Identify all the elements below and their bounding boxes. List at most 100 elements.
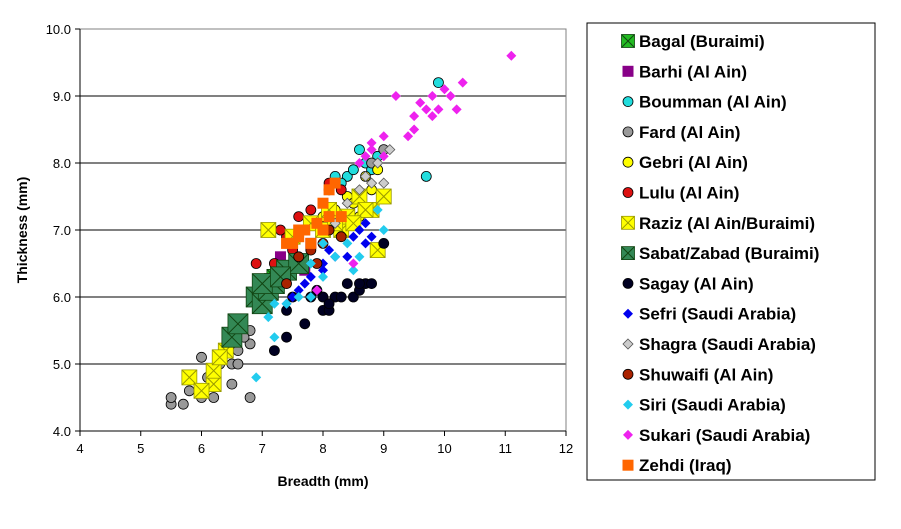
data-point — [205, 362, 222, 379]
legend-box — [586, 22, 876, 481]
data-point — [269, 332, 280, 343]
data-point — [342, 238, 353, 249]
data-point — [181, 369, 198, 386]
data-point — [335, 211, 347, 223]
legend-label: Boumman (Al Ain) — [639, 93, 787, 112]
data-point — [335, 231, 347, 243]
data-point — [183, 385, 195, 397]
data-point — [354, 158, 365, 168]
data-point — [354, 278, 365, 290]
data-point — [323, 298, 335, 310]
legend-label: Lulu (Al Ain) — [639, 184, 739, 203]
data-point — [360, 218, 371, 229]
data-point — [345, 215, 362, 232]
data-point — [427, 111, 438, 122]
data-point — [317, 291, 329, 303]
data-point — [250, 258, 262, 269]
data-point — [457, 77, 468, 88]
data-point — [341, 197, 353, 209]
data-point — [403, 131, 414, 142]
data-point — [351, 188, 368, 205]
legend-label: Sagay (Al Ain) — [639, 274, 754, 293]
data-point — [366, 144, 377, 155]
x-axis-title: Breadth (mm) — [277, 473, 368, 489]
legend: Bagal (Buraimi) Barhi (Al Ain) Boumman (Al… — [586, 22, 876, 481]
data-point — [305, 258, 316, 269]
legend-label: Gebri (Al Ain) — [639, 153, 748, 172]
legend-marker — [623, 308, 633, 319]
series-10 — [329, 144, 396, 229]
data-point — [366, 137, 377, 148]
data-point — [293, 224, 305, 236]
legend-marker — [622, 65, 634, 77]
legend-marker — [621, 215, 635, 230]
data-point — [378, 151, 389, 162]
data-point — [281, 331, 292, 343]
y-tick-label: 8.0 — [53, 156, 71, 171]
data-point — [384, 144, 396, 156]
data-point — [347, 291, 359, 303]
data-point — [366, 278, 378, 290]
legend-marker — [622, 459, 634, 471]
data-point — [366, 231, 377, 242]
data-point — [305, 271, 316, 282]
data-point — [353, 184, 366, 196]
data-point — [360, 151, 371, 162]
legend-label: Sabat/Zabad (Buraimi) — [639, 244, 819, 263]
data-point — [269, 298, 280, 309]
data-point — [293, 251, 305, 263]
legend-marker — [622, 187, 634, 198]
legend-marker — [623, 399, 633, 410]
data-point — [357, 201, 374, 218]
series-7 — [221, 253, 310, 348]
legend-marker — [622, 156, 634, 168]
y-axis-title: Thickness (mm) — [14, 177, 30, 284]
data-point — [420, 170, 432, 182]
data-point — [409, 111, 420, 122]
data-point — [244, 338, 256, 350]
data-point — [299, 318, 311, 330]
legend-label: Zehdi (Iraq) — [639, 456, 732, 475]
data-point — [506, 50, 517, 61]
data-point — [360, 238, 371, 249]
data-point — [348, 265, 359, 276]
data-point — [359, 170, 372, 182]
data-point — [251, 273, 273, 295]
data-point — [311, 217, 323, 229]
x-tick-label: 8 — [319, 441, 326, 456]
x-tick-label: 7 — [259, 441, 266, 456]
legend-marker — [622, 368, 634, 380]
data-point — [439, 84, 450, 95]
data-point — [227, 313, 249, 335]
data-point — [305, 237, 317, 249]
data-point — [287, 292, 298, 302]
y-tick-label: 7.0 — [53, 223, 71, 238]
data-point — [305, 204, 317, 216]
data-point — [354, 225, 365, 235]
data-point — [317, 224, 329, 236]
x-tick-label: 10 — [437, 441, 451, 456]
legend-label: Shuwaifi (Al Ain) — [639, 365, 773, 384]
data-point — [232, 358, 244, 370]
data-point — [433, 77, 444, 88]
legend-marker — [622, 126, 634, 138]
y-tick-label: 5.0 — [53, 357, 71, 372]
data-point — [341, 170, 353, 182]
data-point — [165, 392, 177, 403]
data-point — [390, 91, 401, 101]
legend-label: Bagal (Buraimi) — [639, 32, 765, 51]
data-point — [378, 237, 390, 249]
data-point — [193, 382, 210, 399]
legend-label: Shagra (Saudi Arabia) — [639, 335, 816, 354]
series-13 — [311, 50, 517, 296]
data-point — [268, 345, 280, 357]
data-point — [177, 398, 189, 410]
x-tick-label: 6 — [198, 441, 205, 456]
legend-label: Barhi (Al Ain) — [639, 62, 747, 81]
series-14 — [281, 177, 347, 249]
data-point — [342, 251, 353, 262]
legend-label: Raziz (Al Ain/Buraimi) — [639, 214, 815, 233]
data-point — [366, 177, 378, 189]
data-point — [445, 91, 456, 101]
data-point — [378, 177, 390, 189]
